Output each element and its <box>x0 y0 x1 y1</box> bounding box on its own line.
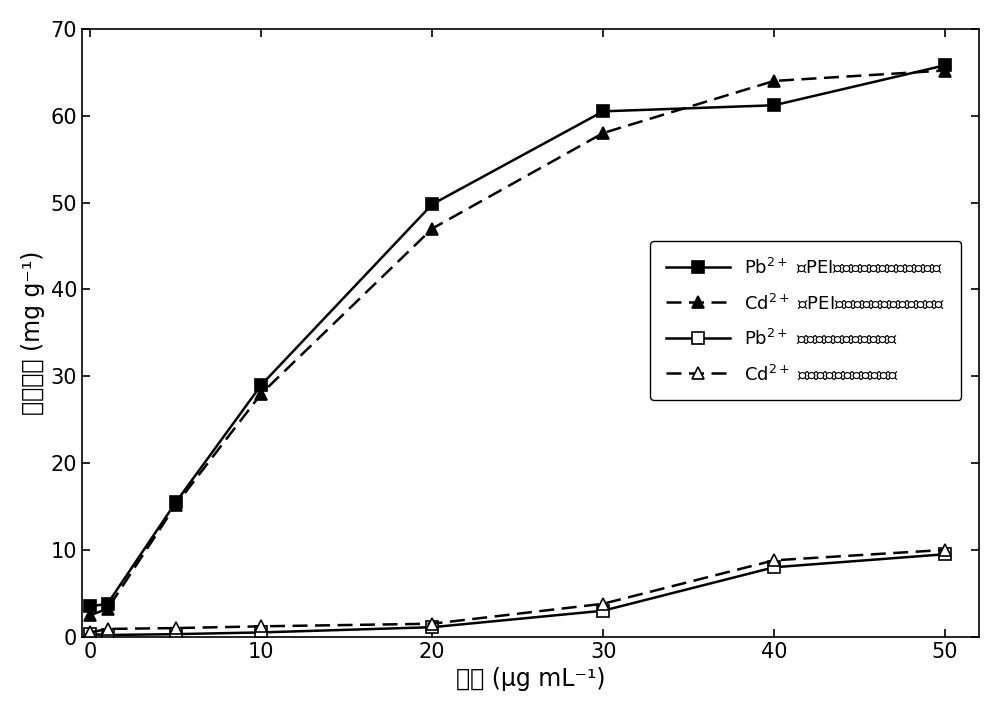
Y-axis label: 吸附容量 (mg g⁻¹): 吸附容量 (mg g⁻¹) <box>21 251 45 415</box>
Legend: Pb$^{2+}$ 在PEI接枝明胶海绵上的吸附容量, Cd$^{2+}$ 在PEI接枝明胶海绵上的吸附容量, Pb$^{2+}$ 在明胶海绵上的吸附容量, C: Pb$^{2+}$ 在PEI接枝明胶海绵上的吸附容量, Cd$^{2+}$ 在P… <box>650 241 961 400</box>
Cd$^{2+}$ 在明胶海绵上的吸附容量 <box>102 624 114 633</box>
Cd$^{2+}$ 在PEI接枝明胶海绵上的吸附容量 <box>102 604 114 613</box>
Pb$^{2+}$ 在PEI接枝明胶海绵上的吸附容量 <box>255 381 267 389</box>
Cd$^{2+}$ 在明胶海绵上的吸附容量 <box>426 619 438 628</box>
Cd$^{2+}$ 在PEI接枝明胶海绵上的吸附容量 <box>597 129 609 137</box>
Cd$^{2+}$ 在PEI接枝明胶海绵上的吸附容量 <box>84 611 96 619</box>
Pb$^{2+}$ 在明胶海绵上的吸附容量 <box>426 623 438 632</box>
Cd$^{2+}$ 在明胶海绵上的吸附容量 <box>170 624 182 632</box>
Cd$^{2+}$ 在明胶海绵上的吸附容量 <box>84 628 96 637</box>
Pb$^{2+}$ 在PEI接枝明胶海绵上的吸附容量 <box>84 602 96 611</box>
Cd$^{2+}$ 在PEI接枝明胶海绵上的吸附容量 <box>939 66 951 75</box>
Line: Pb$^{2+}$ 在明胶海绵上的吸附容量: Pb$^{2+}$ 在明胶海绵上的吸附容量 <box>85 549 951 641</box>
Pb$^{2+}$ 在明胶海绵上的吸附容量 <box>939 550 951 558</box>
Cd$^{2+}$ 在PEI接枝明胶海绵上的吸附容量 <box>255 389 267 398</box>
Pb$^{2+}$ 在明胶海绵上的吸附容量 <box>170 630 182 639</box>
Pb$^{2+}$ 在明胶海绵上的吸附容量 <box>597 607 609 615</box>
Pb$^{2+}$ 在PEI接枝明胶海绵上的吸附容量 <box>597 107 609 115</box>
Pb$^{2+}$ 在PEI接枝明胶海绵上的吸附容量 <box>939 61 951 70</box>
Pb$^{2+}$ 在明胶海绵上的吸附容量 <box>768 563 780 572</box>
Cd$^{2+}$ 在明胶海绵上的吸附容量 <box>768 556 780 565</box>
Pb$^{2+}$ 在PEI接枝明胶海绵上的吸附容量 <box>170 498 182 506</box>
Pb$^{2+}$ 在PEI接枝明胶海绵上的吸附容量 <box>102 600 114 608</box>
Pb$^{2+}$ 在PEI接枝明胶海绵上的吸附容量 <box>426 200 438 209</box>
Line: Pb$^{2+}$ 在PEI接枝明胶海绵上的吸附容量: Pb$^{2+}$ 在PEI接枝明胶海绵上的吸附容量 <box>85 60 951 612</box>
Cd$^{2+}$ 在PEI接枝明胶海绵上的吸附容量 <box>170 501 182 509</box>
Line: Cd$^{2+}$ 在明胶海绵上的吸附容量: Cd$^{2+}$ 在明胶海绵上的吸附容量 <box>84 544 951 639</box>
Cd$^{2+}$ 在PEI接枝明胶海绵上的吸附容量 <box>426 224 438 233</box>
Pb$^{2+}$ 在明胶海绵上的吸附容量 <box>255 628 267 637</box>
Line: Cd$^{2+}$ 在PEI接枝明胶海绵上的吸附容量: Cd$^{2+}$ 在PEI接枝明胶海绵上的吸附容量 <box>84 64 951 622</box>
Pb$^{2+}$ 在明胶海绵上的吸附容量 <box>84 630 96 639</box>
Cd$^{2+}$ 在明胶海绵上的吸附容量 <box>597 600 609 608</box>
Cd$^{2+}$ 在明胶海绵上的吸附容量 <box>939 545 951 554</box>
Cd$^{2+}$ 在明胶海绵上的吸附容量 <box>255 622 267 631</box>
X-axis label: 浓度 (μg mL⁻¹): 浓度 (μg mL⁻¹) <box>456 667 605 691</box>
Cd$^{2+}$ 在PEI接枝明胶海绵上的吸附容量 <box>768 77 780 85</box>
Pb$^{2+}$ 在PEI接枝明胶海绵上的吸附容量 <box>768 101 780 110</box>
Pb$^{2+}$ 在明胶海绵上的吸附容量 <box>102 631 114 639</box>
